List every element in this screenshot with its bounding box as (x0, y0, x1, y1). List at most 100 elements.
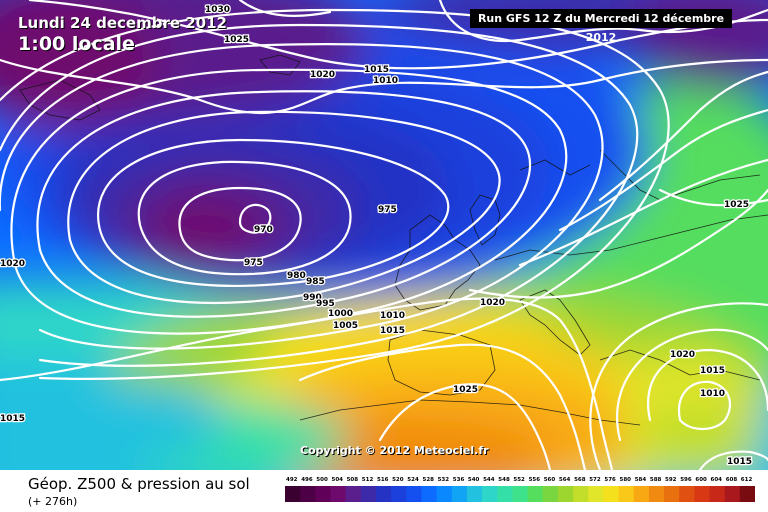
legend-swatch (285, 486, 301, 502)
legend-swatch (603, 486, 620, 502)
isobar-label: 975 (378, 205, 397, 215)
isobar-label: 1020 (670, 350, 695, 360)
legend-tick-label: 492 (286, 477, 298, 483)
legend-swatch (573, 486, 589, 502)
legend-tick-label: 540 (468, 477, 480, 483)
isobar-label: 1010 (380, 311, 405, 321)
legend-tick-label: 560 (544, 477, 556, 483)
isobar-label: 970 (254, 225, 273, 235)
legend-tick-label: 612 (741, 477, 753, 483)
isobar-label: 1030 (205, 5, 230, 15)
legend-swatch (360, 486, 377, 502)
legend-swatch (739, 486, 755, 502)
isobar-label: 1015 (380, 326, 405, 336)
coastlines (19, 54, 768, 426)
legend-swatch (330, 486, 347, 502)
legend-tick-label: 544 (483, 477, 495, 483)
legend-swatch (421, 486, 438, 502)
legend-swatch (527, 486, 544, 502)
legend-tick-label: 524 (407, 477, 419, 483)
legend-tick-label: 604 (711, 477, 723, 483)
isobar-label: 1005 (333, 321, 358, 331)
legend-swatch (542, 486, 559, 502)
legend-tick-label: 516 (377, 477, 389, 483)
legend-tick-label: 532 (438, 477, 450, 483)
legend-tick-label: 580 (620, 477, 632, 483)
legend-swatch (557, 486, 574, 502)
isobar-label: 1010 (373, 76, 398, 86)
isobar-label: 1025 (724, 200, 749, 210)
legend-tick-label: 520 (392, 477, 404, 483)
legend-tick-label: 568 (574, 477, 586, 483)
footer-bar: Géop. Z500 & pression au sol (+ 276h) 49… (0, 470, 768, 512)
isobar-label: 1015 (727, 457, 752, 467)
legend-tick-label: 608 (726, 477, 738, 483)
color-scale-legend: 492 496 500 504 508 512 516 520 524 528 532 536 540 5… (285, 477, 755, 502)
isobar-label: 1010 (700, 389, 725, 399)
legend-swatch (451, 486, 468, 502)
legend-swatch (724, 486, 741, 502)
legend-swatch (482, 486, 498, 502)
isobar-label: 1020 (310, 70, 335, 80)
legend-tick-label: 564 (559, 477, 571, 483)
isobar-label: 1025 (224, 35, 249, 45)
isobar-label: 1015 (364, 65, 389, 75)
isobar-label: 1020 (480, 298, 505, 308)
forecast-date: Lundi 24 decembre 2012 (18, 14, 227, 32)
isobars (0, 0, 768, 470)
forecast-time: 1:00 locale (18, 33, 135, 55)
isobar-label: 1000 (328, 309, 353, 319)
isobar-label: 980 (287, 271, 306, 281)
legend-swatch (664, 486, 680, 502)
legend-tick-label: 548 (498, 477, 510, 483)
legend-swatch (512, 486, 529, 502)
legend-swatch (618, 486, 635, 502)
legend-swatch (466, 486, 483, 502)
isobar-label: 1020 (0, 259, 25, 269)
legend-swatch (679, 486, 695, 502)
legend-tick-label: 572 (589, 477, 601, 483)
legend-tick-label: 600 (695, 477, 707, 483)
isobar-label: 995 (316, 299, 335, 309)
legend-swatch (345, 486, 362, 502)
legend-tick-label: 576 (604, 477, 616, 483)
legend-swatch (300, 486, 316, 502)
legend-swatch (436, 486, 453, 502)
legend-tick-label: 536 (453, 477, 465, 483)
legend-tick-label: 504 (332, 477, 344, 483)
legend-swatch (315, 486, 331, 502)
forecast-lead-time: (+ 276h) (28, 495, 78, 508)
legend-tick-label: 500 (316, 477, 328, 483)
legend-tick-label: 552 (513, 477, 525, 483)
legend-swatch (648, 486, 665, 502)
isobar-label: 975 (244, 258, 263, 268)
legend-swatch (376, 486, 392, 502)
isobar-label: 1015 (700, 366, 725, 376)
field-title: Géop. Z500 & pression au sol (28, 475, 250, 493)
legend-tick-label: 512 (362, 477, 374, 483)
legend-tick-label: 528 (423, 477, 435, 483)
legend-swatch (406, 486, 422, 502)
legend-swatch (497, 486, 513, 502)
legend-swatch (633, 486, 650, 502)
isobar-label: 1025 (453, 385, 478, 395)
legend-tick-label: 592 (665, 477, 677, 483)
forecast-map: 1030 1025 1020 1015 1010 970 975 975 980… (0, 0, 768, 470)
legend-swatch (588, 486, 604, 502)
legend-swatch (391, 486, 407, 502)
legend-tick-label: 584 (635, 477, 647, 483)
isobar-label: 1015 (0, 414, 25, 424)
legend-swatch (709, 486, 726, 502)
legend-tick-label: 496 (301, 477, 313, 483)
pressure-labels: 1030 1025 1020 1015 1010 970 975 975 980… (0, 4, 753, 469)
legend-swatch (694, 486, 711, 502)
model-run-info: Run GFS 12 Z du Mercredi 12 décembre 201… (470, 9, 732, 44)
isobar-label: 990 (303, 293, 322, 303)
legend-tick-label: 588 (650, 477, 662, 483)
legend-tick-label: 508 (347, 477, 359, 483)
isobar-label: 985 (306, 277, 325, 287)
legend-tick-label: 596 (680, 477, 692, 483)
copyright-notice: Copyright © 2012 Meteociel.fr (300, 444, 489, 457)
legend-tick-label: 556 (529, 477, 541, 483)
